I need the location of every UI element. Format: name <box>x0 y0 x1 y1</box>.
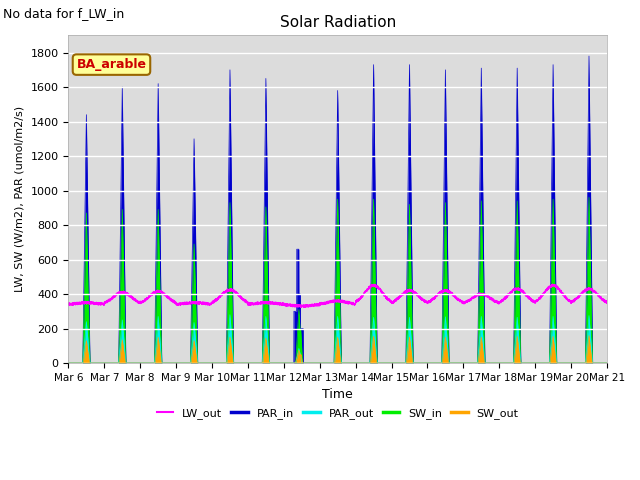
Legend: LW_out, PAR_in, PAR_out, SW_in, SW_out: LW_out, PAR_in, PAR_out, SW_in, SW_out <box>152 403 523 423</box>
Text: No data for f_LW_in: No data for f_LW_in <box>3 7 124 20</box>
Title: Solar Radiation: Solar Radiation <box>280 15 396 30</box>
X-axis label: Time: Time <box>323 388 353 401</box>
Text: BA_arable: BA_arable <box>77 58 147 71</box>
Y-axis label: LW, SW (W/m2), PAR (umol/m2/s): LW, SW (W/m2), PAR (umol/m2/s) <box>15 106 25 292</box>
